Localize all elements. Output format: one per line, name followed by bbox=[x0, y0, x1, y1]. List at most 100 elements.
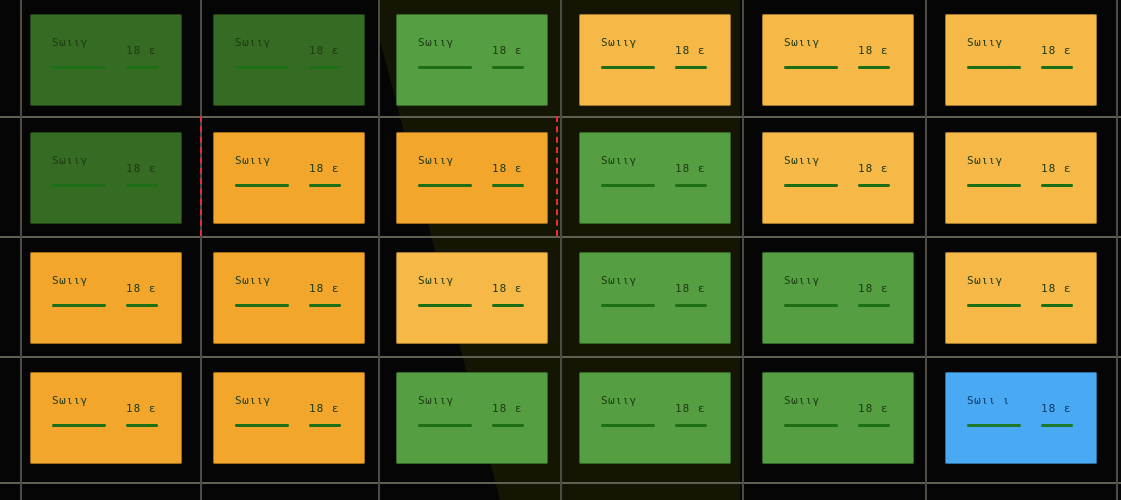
tile-label: Sωιι ι bbox=[967, 394, 1010, 407]
tile-card[interactable]: Sωιιγ 18 ε bbox=[579, 252, 731, 344]
tile-bar-left bbox=[601, 304, 655, 307]
grid-vline bbox=[1116, 0, 1118, 500]
tile-value: 18 ε bbox=[492, 402, 523, 415]
tile-value: 18 ε bbox=[309, 162, 340, 175]
grid-cell: Sωιιγ 18 ε bbox=[732, 358, 915, 476]
tile-bar-left bbox=[418, 184, 472, 187]
grid-vline bbox=[742, 0, 744, 500]
tile-card[interactable]: Sωιιγ 18 ε bbox=[213, 132, 365, 224]
tile-bar-left bbox=[784, 66, 838, 69]
tile-label: Sωιιγ bbox=[967, 154, 1003, 167]
tile-bar-right bbox=[858, 184, 890, 187]
tile-bar-left bbox=[784, 424, 838, 427]
tile-card[interactable]: Sωιιγ 18 ε bbox=[30, 372, 182, 464]
grid-vline bbox=[378, 0, 380, 500]
tile-bar-left bbox=[601, 66, 655, 69]
grid-vline bbox=[925, 0, 927, 500]
tile-bar-right bbox=[1041, 66, 1073, 69]
tile-bar-right bbox=[858, 304, 890, 307]
grid-cell: Sωιιγ 18 ε bbox=[0, 118, 183, 236]
tile-label: Sωιιγ bbox=[601, 274, 637, 287]
tile-bar-right bbox=[126, 184, 158, 187]
tile-bar-right bbox=[126, 66, 158, 69]
tile-bar-left bbox=[418, 304, 472, 307]
tile-value: 18 ε bbox=[1041, 162, 1072, 175]
grid-cell: Sωιι ι 18 ε bbox=[915, 358, 1098, 476]
grid-cell: Sωιιγ 18 ε bbox=[732, 0, 915, 118]
tile-card[interactable]: Sωιιγ 18 ε bbox=[579, 132, 731, 224]
grid-cell: Sωιιγ 18 ε bbox=[366, 358, 549, 476]
tile-card[interactable]: Sωιιγ 18 ε bbox=[945, 132, 1097, 224]
tile-card[interactable]: Sωιιγ 18 ε bbox=[30, 14, 182, 106]
tile-bar-left bbox=[967, 66, 1021, 69]
tile-card[interactable]: Sωιιγ 18 ε bbox=[762, 372, 914, 464]
tile-bar-left bbox=[967, 424, 1021, 427]
tile-card[interactable]: Sωιιγ 18 ε bbox=[396, 132, 548, 224]
tile-card[interactable]: Sωιιγ 18 ε bbox=[762, 14, 914, 106]
tile-card[interactable]: Sωιιγ 18 ε bbox=[579, 14, 731, 106]
tile-bar-right bbox=[858, 424, 890, 427]
tile-card[interactable]: Sωιι ι 18 ε bbox=[945, 372, 1097, 464]
grid-cell: Sωιιγ 18 ε bbox=[183, 358, 366, 476]
tile-label: Sωιιγ bbox=[784, 154, 820, 167]
tile-bar-left bbox=[784, 304, 838, 307]
grid-cell: Sωιιγ 18 ε bbox=[183, 118, 366, 236]
tile-label: Sωιιγ bbox=[601, 36, 637, 49]
tile-label: Sωιιγ bbox=[418, 154, 454, 167]
tile-card[interactable]: Sωιιγ 18 ε bbox=[30, 132, 182, 224]
tile-card[interactable]: Sωιιγ 18 ε bbox=[213, 252, 365, 344]
selection-dashed-line bbox=[200, 116, 202, 236]
tile-label: Sωιιγ bbox=[601, 154, 637, 167]
tile-bar-right bbox=[492, 424, 524, 427]
tile-card[interactable]: Sωιιγ 18 ε bbox=[396, 14, 548, 106]
tile-label: Sωιιγ bbox=[52, 154, 88, 167]
grid-cell: Sωιιγ 18 ε bbox=[549, 238, 732, 356]
grid-cell: Sωιιγ 18 ε bbox=[915, 0, 1098, 118]
grid-cell: Sωιιγ 18 ε bbox=[0, 0, 183, 118]
tile-value: 18 ε bbox=[858, 282, 889, 295]
tile-card[interactable]: Sωιιγ 18 ε bbox=[945, 14, 1097, 106]
tile-bar-right bbox=[492, 304, 524, 307]
tile-bar-right bbox=[309, 66, 341, 69]
tile-label: Sωιιγ bbox=[784, 274, 820, 287]
tile-bar-left bbox=[418, 424, 472, 427]
tile-bar-left bbox=[235, 66, 289, 69]
grid-row: Sωιιγ 18 ε Sωιιγ 18 ε Sωιιγ 18 ε Sωιιγ 18 ε Sωιι… bbox=[0, 0, 1121, 118]
tile-card[interactable]: Sωιιγ 18 ε bbox=[396, 252, 548, 344]
tile-bar-left bbox=[52, 66, 106, 69]
tile-card[interactable]: Sωιιγ 18 ε bbox=[762, 252, 914, 344]
tile-card[interactable]: Sωιιγ 18 ε bbox=[396, 372, 548, 464]
grid-cell: Sωιιγ 18 ε bbox=[366, 118, 549, 236]
tile-card[interactable]: Sωιιγ 18 ε bbox=[762, 132, 914, 224]
tile-label: Sωιιγ bbox=[235, 394, 271, 407]
tile-label: Sωιιγ bbox=[967, 274, 1003, 287]
tile-label: Sωιιγ bbox=[967, 36, 1003, 49]
tile-bar-right bbox=[309, 184, 341, 187]
tile-bar-right bbox=[1041, 424, 1073, 427]
tile-label: Sωιιγ bbox=[784, 394, 820, 407]
grid-cell: Sωιιγ 18 ε bbox=[732, 238, 915, 356]
tile-value: 18 ε bbox=[309, 282, 340, 295]
tile-card[interactable]: Sωιιγ 18 ε bbox=[213, 372, 365, 464]
tile-label: Sωιιγ bbox=[418, 394, 454, 407]
tile-bar-left bbox=[52, 304, 106, 307]
tile-label: Sωιιγ bbox=[418, 36, 454, 49]
tile-bar-left bbox=[235, 184, 289, 187]
grid-vline bbox=[560, 0, 562, 500]
tile-label: Sωιιγ bbox=[418, 274, 454, 287]
tile-card[interactable]: Sωιιγ 18 ε bbox=[945, 252, 1097, 344]
tile-card[interactable]: Sωιιγ 18 ε bbox=[579, 372, 731, 464]
tile-bar-right bbox=[126, 424, 158, 427]
tile-bar-right bbox=[675, 304, 707, 307]
tile-label: Sωιιγ bbox=[601, 394, 637, 407]
tile-bar-right bbox=[126, 304, 158, 307]
tile-value: 18 ε bbox=[492, 282, 523, 295]
tile-bar-right bbox=[1041, 184, 1073, 187]
tile-bar-right bbox=[858, 66, 890, 69]
tile-card[interactable]: Sωιιγ 18 ε bbox=[213, 14, 365, 106]
tile-value: 18 ε bbox=[492, 162, 523, 175]
tile-value: 18 ε bbox=[309, 44, 340, 57]
tile-card[interactable]: Sωιιγ 18 ε bbox=[30, 252, 182, 344]
tile-bar-right bbox=[675, 66, 707, 69]
